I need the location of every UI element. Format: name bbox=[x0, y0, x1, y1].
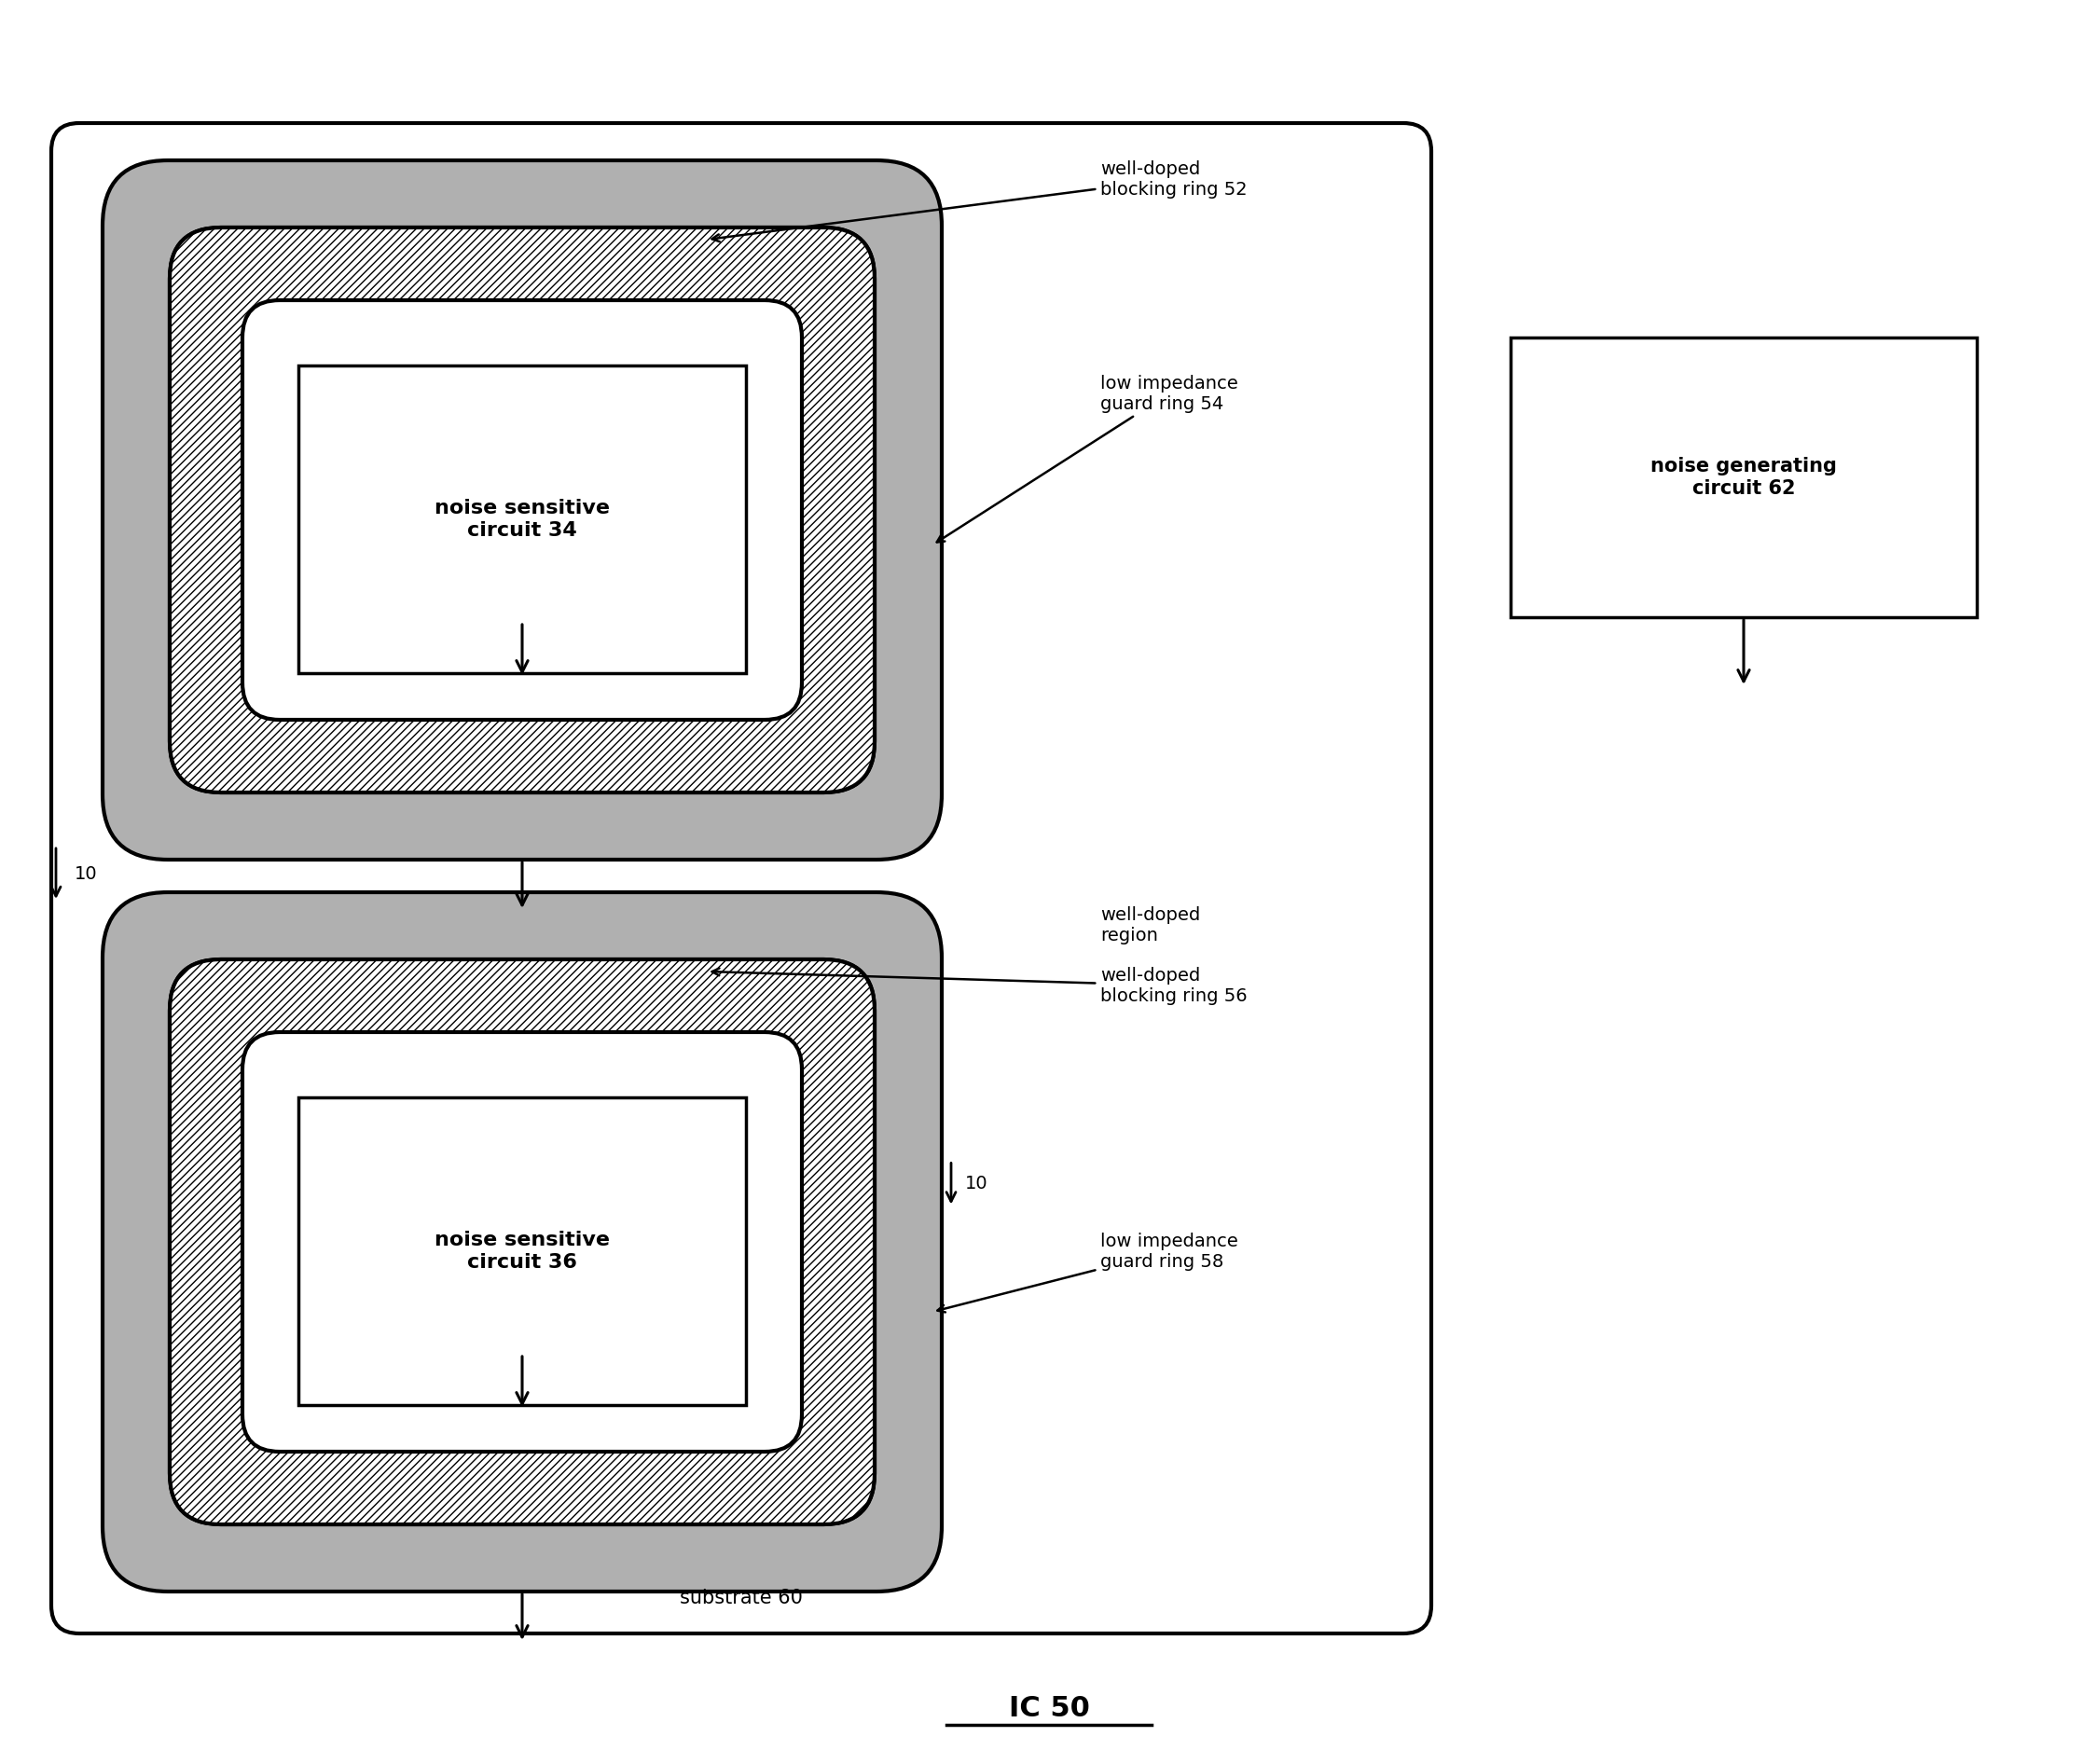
Text: noise sensitive
circuit 34: noise sensitive circuit 34 bbox=[434, 499, 611, 540]
Text: well-doped
region: well-doped region bbox=[1099, 905, 1200, 944]
Text: 10: 10 bbox=[76, 864, 97, 882]
Text: IC 50: IC 50 bbox=[1009, 1695, 1089, 1722]
FancyBboxPatch shape bbox=[170, 960, 875, 1524]
Text: noise generating
circuit 62: noise generating circuit 62 bbox=[1651, 457, 1838, 497]
Text: substrate 60: substrate 60 bbox=[680, 1589, 804, 1607]
Text: low impedance
guard ring 58: low impedance guard ring 58 bbox=[938, 1231, 1238, 1312]
FancyBboxPatch shape bbox=[103, 161, 942, 859]
FancyBboxPatch shape bbox=[298, 365, 747, 674]
FancyBboxPatch shape bbox=[1511, 337, 1976, 617]
Text: well-doped
blocking ring 56: well-doped blocking ring 56 bbox=[711, 967, 1246, 1005]
FancyBboxPatch shape bbox=[243, 1032, 801, 1452]
Text: noise sensitive
circuit 36: noise sensitive circuit 36 bbox=[434, 1231, 611, 1272]
FancyBboxPatch shape bbox=[50, 123, 1431, 1633]
Text: 10: 10 bbox=[965, 1175, 988, 1192]
FancyBboxPatch shape bbox=[170, 228, 875, 792]
Text: well-doped
blocking ring 52: well-doped blocking ring 52 bbox=[711, 161, 1246, 242]
Text: low impedance
guard ring 54: low impedance guard ring 54 bbox=[938, 374, 1238, 542]
FancyBboxPatch shape bbox=[243, 300, 801, 720]
FancyBboxPatch shape bbox=[170, 228, 875, 792]
FancyBboxPatch shape bbox=[298, 1097, 747, 1406]
FancyBboxPatch shape bbox=[103, 893, 942, 1591]
FancyBboxPatch shape bbox=[170, 960, 875, 1524]
